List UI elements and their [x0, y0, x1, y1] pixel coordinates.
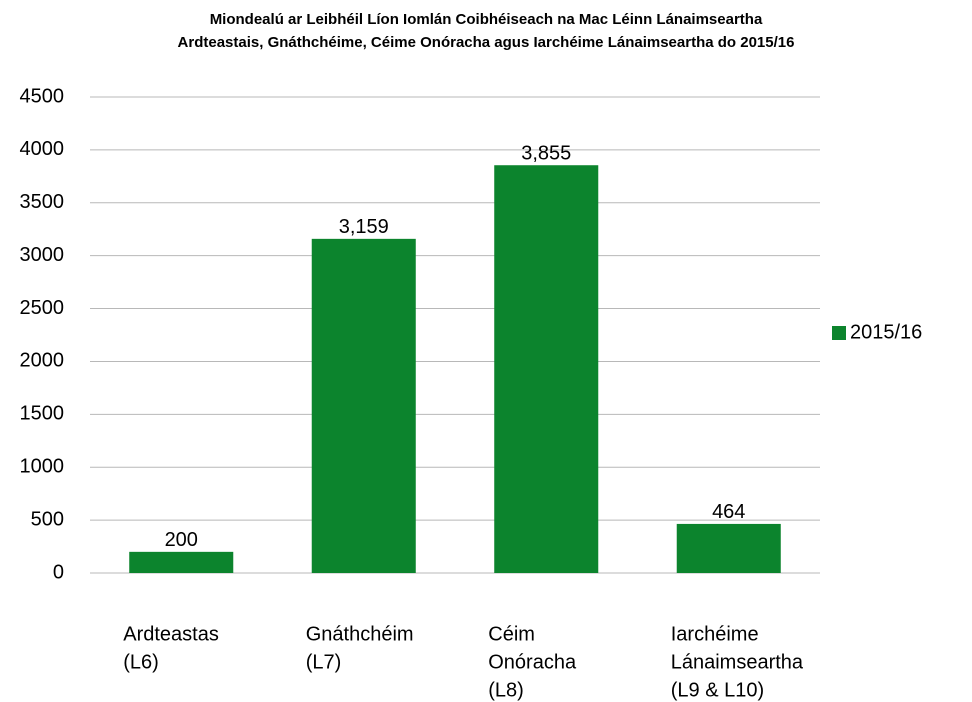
y-tick-label: 4000 — [20, 138, 65, 160]
chart-title: Miondealú ar Leibhéil Líon Iomlán Coibhé… — [210, 11, 763, 28]
bar — [494, 165, 599, 573]
x-tick-label: (L9 & L10) — [671, 679, 764, 701]
x-tick-label: Onóracha — [488, 651, 577, 673]
y-tick-label: 3000 — [20, 244, 65, 266]
data-label: 3,855 — [521, 143, 571, 165]
data-label: 464 — [712, 501, 745, 523]
y-tick-label: 2000 — [20, 350, 65, 372]
y-tick-label: 500 — [31, 508, 64, 530]
legend-swatch — [832, 326, 846, 340]
x-tick-label: (L8) — [488, 679, 524, 701]
bar — [311, 238, 416, 573]
y-tick-label: 1500 — [20, 403, 65, 425]
x-tick-label: Céim — [488, 623, 535, 645]
x-tick-label: Ardteastas — [123, 623, 219, 645]
y-tick-label: 2500 — [20, 297, 65, 319]
x-tick-label: Lánaimseartha — [671, 651, 804, 673]
x-tick-label: (L7) — [306, 651, 342, 673]
legend-label: 2015/16 — [850, 321, 922, 343]
bar — [676, 523, 781, 573]
y-tick-label: 3500 — [20, 191, 65, 213]
data-label: 3,159 — [339, 216, 389, 238]
y-tick-label: 1000 — [20, 456, 65, 478]
chart-title: Ardteastais, Gnáthchéime, Céime Onóracha… — [178, 34, 795, 51]
x-tick-label: Iarchéime — [671, 623, 759, 645]
y-tick-label: 4500 — [20, 85, 65, 107]
x-tick-label: Gnáthchéim — [306, 623, 414, 645]
bar — [129, 551, 234, 573]
y-tick-label: 0 — [53, 561, 64, 583]
x-tick-label: (L6) — [123, 651, 159, 673]
data-label: 200 — [165, 529, 198, 551]
